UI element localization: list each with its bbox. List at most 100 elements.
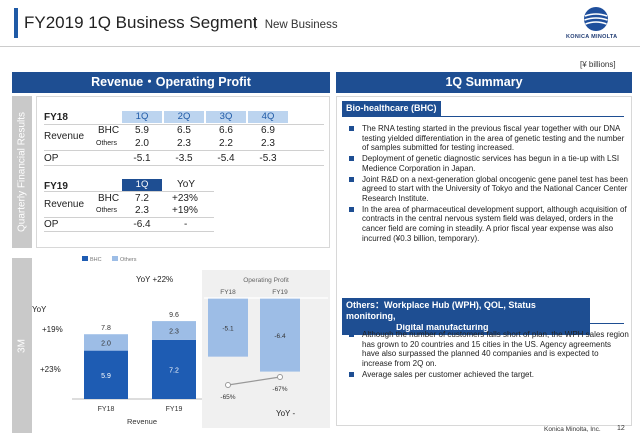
- fy18-op-rule: [44, 165, 324, 166]
- fy18-bhc-q4: 6.9: [261, 125, 275, 136]
- fy19-yoy-header: YoY: [177, 179, 195, 190]
- side-label-3m: 3M: [12, 258, 32, 433]
- revenue-bar-others-FY19: [152, 321, 196, 340]
- fy18-q1-header: 1Q: [122, 111, 162, 123]
- page-subtitle-text: New Business: [264, 19, 338, 31]
- revenue-bar-bhc-FY18: [84, 350, 128, 399]
- fy19-label: FY19: [44, 181, 68, 192]
- bullet-square-icon: [349, 126, 354, 131]
- legend-label-others: Others: [120, 257, 137, 263]
- units-label: [¥ billions]: [580, 60, 616, 69]
- bhc-bullet-3: In the area of pharmaceutical developmen…: [346, 205, 630, 244]
- revenue-xlabel: Revenue: [127, 417, 157, 426]
- bhc-bullet-text-1: Deployment of genetic diagnostic service…: [362, 154, 620, 173]
- bhc-bullet-1: Deployment of genetic diagnostic service…: [346, 154, 630, 173]
- page-number: 12: [617, 425, 625, 432]
- others-bullet-text-1: Average sales per customer achieved the …: [362, 369, 534, 379]
- bullet-square-icon: [349, 176, 354, 182]
- fy18-op-q1: -5.1: [133, 153, 151, 164]
- bhc-bullet-list: The RNA testing started in the previous …: [346, 124, 630, 244]
- fy18-others-q2: 2.3: [177, 138, 191, 149]
- others-bullet-list: Although the number of customers falls s…: [346, 330, 630, 381]
- fy19-op-1q: -6.4: [133, 219, 151, 230]
- op-margin-label-FY18: -65%: [220, 394, 235, 401]
- revenue-bar-bhc-FY19: [152, 339, 196, 399]
- others-section-rule: [342, 323, 624, 324]
- fy18-q2-header: 2Q: [164, 111, 204, 123]
- others-bullet-0: Although the number of customers falls s…: [346, 330, 630, 369]
- op-xtick-FY19: FY19: [272, 289, 288, 296]
- quarterly-table-frame: [36, 96, 330, 248]
- logo-wordmark: KONICA MINOLTA: [566, 34, 618, 40]
- bullet-square-icon: [349, 156, 354, 162]
- revenue-label-bhc-FY19: 7.2: [169, 367, 179, 374]
- legend-swatch-others: [112, 256, 118, 261]
- footer-company: Konica Minolta, Inc.: [544, 426, 601, 433]
- fy18-revenue-label: Revenue: [44, 131, 85, 142]
- fy19-revenue-label: Revenue: [44, 199, 85, 210]
- op-bar-FY18: [208, 298, 248, 357]
- fy18-others-q4: 2.3: [261, 138, 275, 149]
- others-section-tag: Others：Workplace Hub (WPH), QOL, Status …: [342, 298, 590, 335]
- fy18-bhc-q2: 6.5: [177, 125, 191, 136]
- title-divider: [0, 46, 640, 47]
- bhc-section-tag: Bio-healthcare (BHC): [342, 101, 441, 116]
- revenue-label-others-FY19: 2.3: [169, 329, 179, 336]
- bhc-bullet-2: Joint R&D on a next-generation global on…: [346, 175, 630, 204]
- summary-panel-title: 1Q Summary: [336, 72, 632, 93]
- three-month-charts: BHC Others 5.9 2.0 7.8 FY18 7.2 2.3 9.6 FY19 Reven…: [32, 256, 330, 428]
- others-bullet-1: Average sales per customer achieved the …: [346, 370, 630, 380]
- revenue-xtick-FY19: FY19: [166, 406, 183, 413]
- fy18-bhc-q3: 6.6: [219, 125, 233, 136]
- globe-logo-icon: [584, 7, 608, 31]
- fy18-others-q3: 2.2: [219, 138, 233, 149]
- fy18-op-q4: -5.3: [259, 153, 277, 164]
- op-value-FY19: -6.4: [274, 333, 286, 340]
- fy19-op-label: OP: [44, 219, 59, 230]
- fy19-bhc-1q: 7.2: [135, 193, 149, 204]
- fy19-others-yoy: +19%: [172, 205, 198, 216]
- side-label-3m-text: 3M: [16, 338, 28, 353]
- bhc-bullet-text-0: The RNA testing started in the previous …: [362, 124, 625, 153]
- revenue-xtick-FY18: FY18: [98, 406, 115, 413]
- fy18-bhc-label: BHC: [98, 125, 120, 136]
- revenue-bhc-yoy: +23%: [40, 365, 61, 374]
- op-margin-point-FY18: [225, 382, 231, 388]
- fy18-revenue-rule: [44, 150, 324, 151]
- fy19-others-1q: 2.3: [135, 205, 149, 216]
- fy19-revenue-rule: [44, 217, 214, 218]
- bullet-square-icon: [349, 206, 354, 212]
- fy18-header-rule: [44, 124, 324, 125]
- fy19-header-rule: [44, 191, 214, 192]
- side-label-quarterly-text: Quarterly Financial Results: [16, 111, 28, 233]
- bhc-bullet-text-2: Joint R&D on a next-generation global on…: [362, 174, 628, 203]
- revenue-others-yoy: +19%: [42, 325, 63, 334]
- bhc-bullet-0: The RNA testing started in the previous …: [346, 124, 630, 153]
- fy18-q4-header: 4Q: [248, 111, 288, 123]
- op-yoy: YoY -: [276, 409, 295, 418]
- legend-swatch-bhc: [82, 256, 88, 261]
- bhc-bullet-text-3: In the area of pharmaceutical developmen…: [362, 204, 627, 243]
- op-value-FY18: -5.1: [222, 325, 234, 332]
- fy19-op-yoy: -: [184, 219, 188, 230]
- fy19-bhc-yoy: +23%: [172, 193, 198, 204]
- op-margin-label-FY19: -67%: [272, 386, 287, 393]
- revenue-label-bhc-FY18: 5.9: [101, 373, 111, 380]
- title-accent-bar: [14, 8, 18, 38]
- bhc-section-rule: [342, 116, 624, 117]
- legend-label-bhc: BHC: [90, 257, 102, 263]
- fy18-label: FY18: [44, 112, 68, 123]
- summary-box: [336, 96, 632, 426]
- others-section-tag-line1: Others：Workplace Hub (WPH), QOL, Status …: [346, 300, 536, 321]
- revenue-total-yoy: YoY +22%: [136, 275, 173, 284]
- fy19-others-label: Others: [96, 207, 118, 214]
- revenue-total-FY19: 9.6: [169, 312, 179, 319]
- op-margin-line: [227, 376, 281, 386]
- fy18-q3-header: 3Q: [206, 111, 246, 123]
- side-label-quarterly: Quarterly Financial Results: [12, 96, 32, 248]
- others-bullet-text-0: Although the number of customers falls s…: [362, 330, 629, 369]
- op-bar-FY19: [260, 298, 300, 372]
- fy18-op-q2: -3.5: [175, 153, 193, 164]
- revenue-total-FY18: 7.8: [101, 325, 111, 332]
- bullet-square-icon: [349, 332, 354, 337]
